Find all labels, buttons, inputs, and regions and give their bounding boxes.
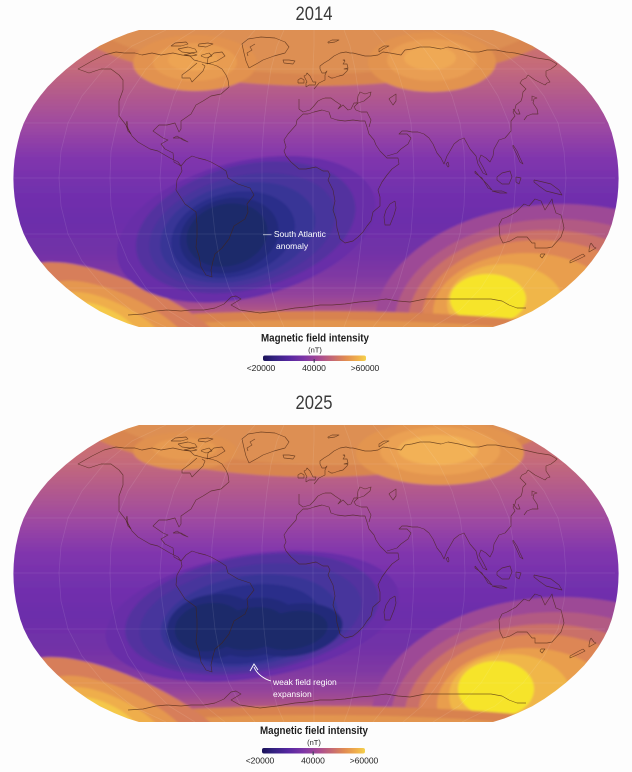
svg-text:<20000: <20000 bbox=[246, 756, 275, 766]
svg-text:Magnetic field intensity: Magnetic field intensity bbox=[261, 333, 370, 345]
svg-text:— South Atlantic: — South Atlantic bbox=[263, 229, 327, 239]
svg-text:40000: 40000 bbox=[302, 363, 326, 373]
svg-text:<20000: <20000 bbox=[247, 363, 276, 373]
svg-text:2025: 2025 bbox=[296, 393, 333, 414]
svg-text:>60000: >60000 bbox=[350, 756, 379, 766]
svg-text:(nT): (nT) bbox=[308, 346, 322, 355]
svg-text:(nT): (nT) bbox=[307, 738, 321, 747]
svg-text:2014: 2014 bbox=[296, 4, 333, 25]
svg-text:expansion: expansion bbox=[273, 689, 312, 699]
svg-text:anomaly: anomaly bbox=[276, 241, 309, 251]
svg-text:40000: 40000 bbox=[301, 756, 325, 766]
svg-text:Magnetic field intensity: Magnetic field intensity bbox=[260, 725, 369, 737]
svg-text:>60000: >60000 bbox=[351, 363, 380, 373]
svg-text:weak field region: weak field region bbox=[272, 677, 337, 687]
